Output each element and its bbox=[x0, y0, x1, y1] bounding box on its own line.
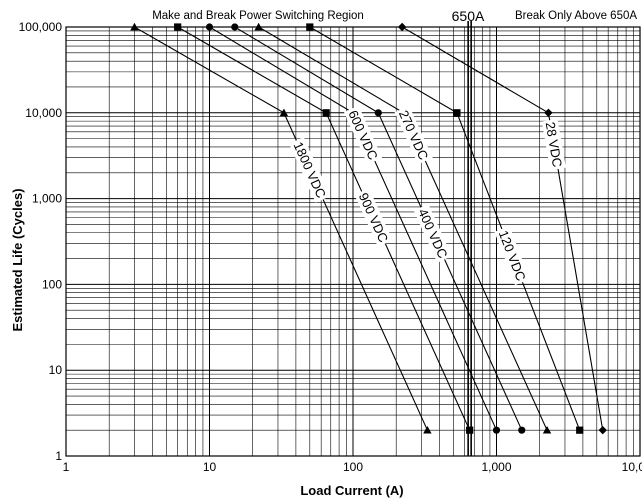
data-point-28-vdc-1 bbox=[544, 108, 553, 117]
series-label-group: 120 VDC bbox=[494, 226, 530, 286]
y-axis-title: Estimated Life (Cycles) bbox=[10, 188, 25, 331]
series-line-120-vdc bbox=[309, 26, 581, 431]
series-label-bg bbox=[494, 226, 530, 286]
limit-value-annotation: 650A bbox=[452, 8, 485, 24]
data-point-1800-vdc-0 bbox=[130, 22, 139, 31]
series-label-group: 270 VDC bbox=[394, 105, 433, 165]
x-tick-label: 10,000 bbox=[622, 460, 642, 474]
series-label-bg bbox=[541, 118, 566, 171]
series-label-bg bbox=[413, 204, 452, 263]
y-tick-label: 100,000 bbox=[19, 20, 63, 34]
data-point-120-vdc-2 bbox=[576, 426, 584, 434]
x-tick-label: 1 bbox=[63, 460, 70, 474]
series-label-bg bbox=[289, 137, 331, 203]
series-label-group: 28 VDC bbox=[541, 118, 566, 171]
grid bbox=[65, 26, 641, 457]
y-tick-label: 1 bbox=[55, 449, 62, 463]
data-point-28-vdc-0 bbox=[397, 22, 407, 32]
data-point-900-vdc-1 bbox=[322, 109, 330, 117]
limit-line bbox=[467, 21, 472, 456]
data-point-120-vdc-0 bbox=[306, 23, 314, 31]
data-point-600-vdc-2 bbox=[492, 426, 501, 434]
data-point-400-vdc-0 bbox=[231, 23, 239, 31]
data-point-1800-vdc-1 bbox=[279, 108, 289, 117]
data-point-400-vdc-2 bbox=[518, 426, 526, 434]
y-tick-label: 10 bbox=[49, 363, 63, 377]
data-point-600-vdc-0 bbox=[205, 23, 214, 31]
data-point-28-vdc-2 bbox=[598, 425, 607, 435]
plot-frame bbox=[65, 26, 641, 457]
series-label: 120 VDC bbox=[496, 228, 529, 283]
data-point-270-vdc-0 bbox=[254, 22, 263, 31]
x-tick-label: 10 bbox=[203, 460, 217, 474]
data-point-270-vdc-2 bbox=[542, 425, 552, 434]
x-axis-title: Load Current (A) bbox=[300, 483, 403, 498]
series-label-bg bbox=[354, 188, 393, 247]
x-tick-label: 1,000 bbox=[481, 460, 511, 474]
data-point-1800-vdc-2 bbox=[423, 425, 432, 434]
series-label-group: 400 VDC bbox=[413, 204, 452, 263]
series-label-bg bbox=[394, 105, 433, 165]
y-tick-label: 100 bbox=[42, 277, 62, 291]
y-tick-label: 10,000 bbox=[25, 106, 62, 120]
limit-note-annotation: Break Only Above 650A bbox=[515, 10, 637, 22]
data-point-900-vdc-2 bbox=[466, 426, 474, 434]
data-point-400-vdc-1 bbox=[374, 109, 382, 117]
data-point-900-vdc-0 bbox=[174, 23, 182, 31]
tick-labels: 1 10 100 1,000 10,000 1 10 100 1,000 10,000 100,00… bbox=[19, 20, 642, 474]
y-tick-label: 1,000 bbox=[32, 192, 62, 206]
region-annotation: Make and Break Power Switching Region bbox=[152, 10, 364, 22]
series-markers bbox=[130, 22, 607, 435]
x-tick-label: 100 bbox=[343, 460, 363, 474]
series-lines bbox=[134, 26, 604, 431]
series-label-bg bbox=[343, 105, 383, 165]
data-point-120-vdc-1 bbox=[453, 109, 461, 117]
